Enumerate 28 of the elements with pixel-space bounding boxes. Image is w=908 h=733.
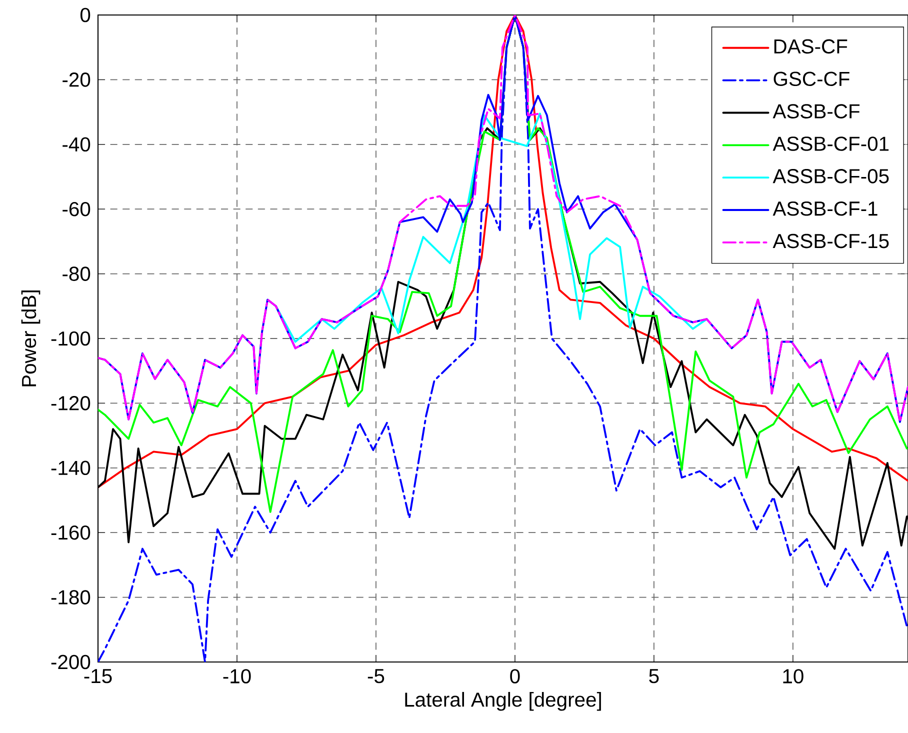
- legend-label: ASSB-CF: [772, 104, 860, 118]
- x-tick-label: -10: [223, 669, 251, 684]
- y-tick-label: -20: [62, 72, 90, 87]
- y-tick-label: -120: [51, 396, 90, 410]
- y-tick-label: 0: [80, 8, 90, 22]
- x-tick-label: -15: [84, 669, 112, 684]
- line-series: [274, 112, 708, 343]
- line-series: [98, 15, 908, 662]
- y-tick-label: -160: [51, 525, 90, 540]
- y-axis-title: Power [dB]: [21, 290, 40, 386]
- x-tick-label: -5: [368, 669, 384, 684]
- y-tick-label: -140: [51, 460, 90, 476]
- y-tick-label: -40: [62, 137, 90, 152]
- legend-label: ASSB-CF-15: [772, 234, 889, 248]
- y-tick-label: -100: [51, 331, 90, 346]
- y-tick-label: -80: [62, 266, 90, 281]
- legend-label: GSC-CF: [774, 72, 850, 86]
- legend-label: DAS-CF: [774, 39, 848, 54]
- y-tick-label: -200: [51, 654, 90, 670]
- y-tick-label: -180: [51, 590, 90, 604]
- x-tick-label: 5: [649, 669, 659, 684]
- legend-label: ASSB-CF-1: [772, 201, 878, 216]
- legend-label: ASSB-CF-05: [772, 169, 889, 184]
- x-axis-title: Lateral Angle [degree]: [405, 692, 601, 711]
- legend-label: ASSB-CF-01: [772, 136, 889, 151]
- x-tick-label: 10: [783, 669, 804, 684]
- y-tick-label: -60: [62, 202, 90, 216]
- x-tick-label: 0: [510, 669, 520, 684]
